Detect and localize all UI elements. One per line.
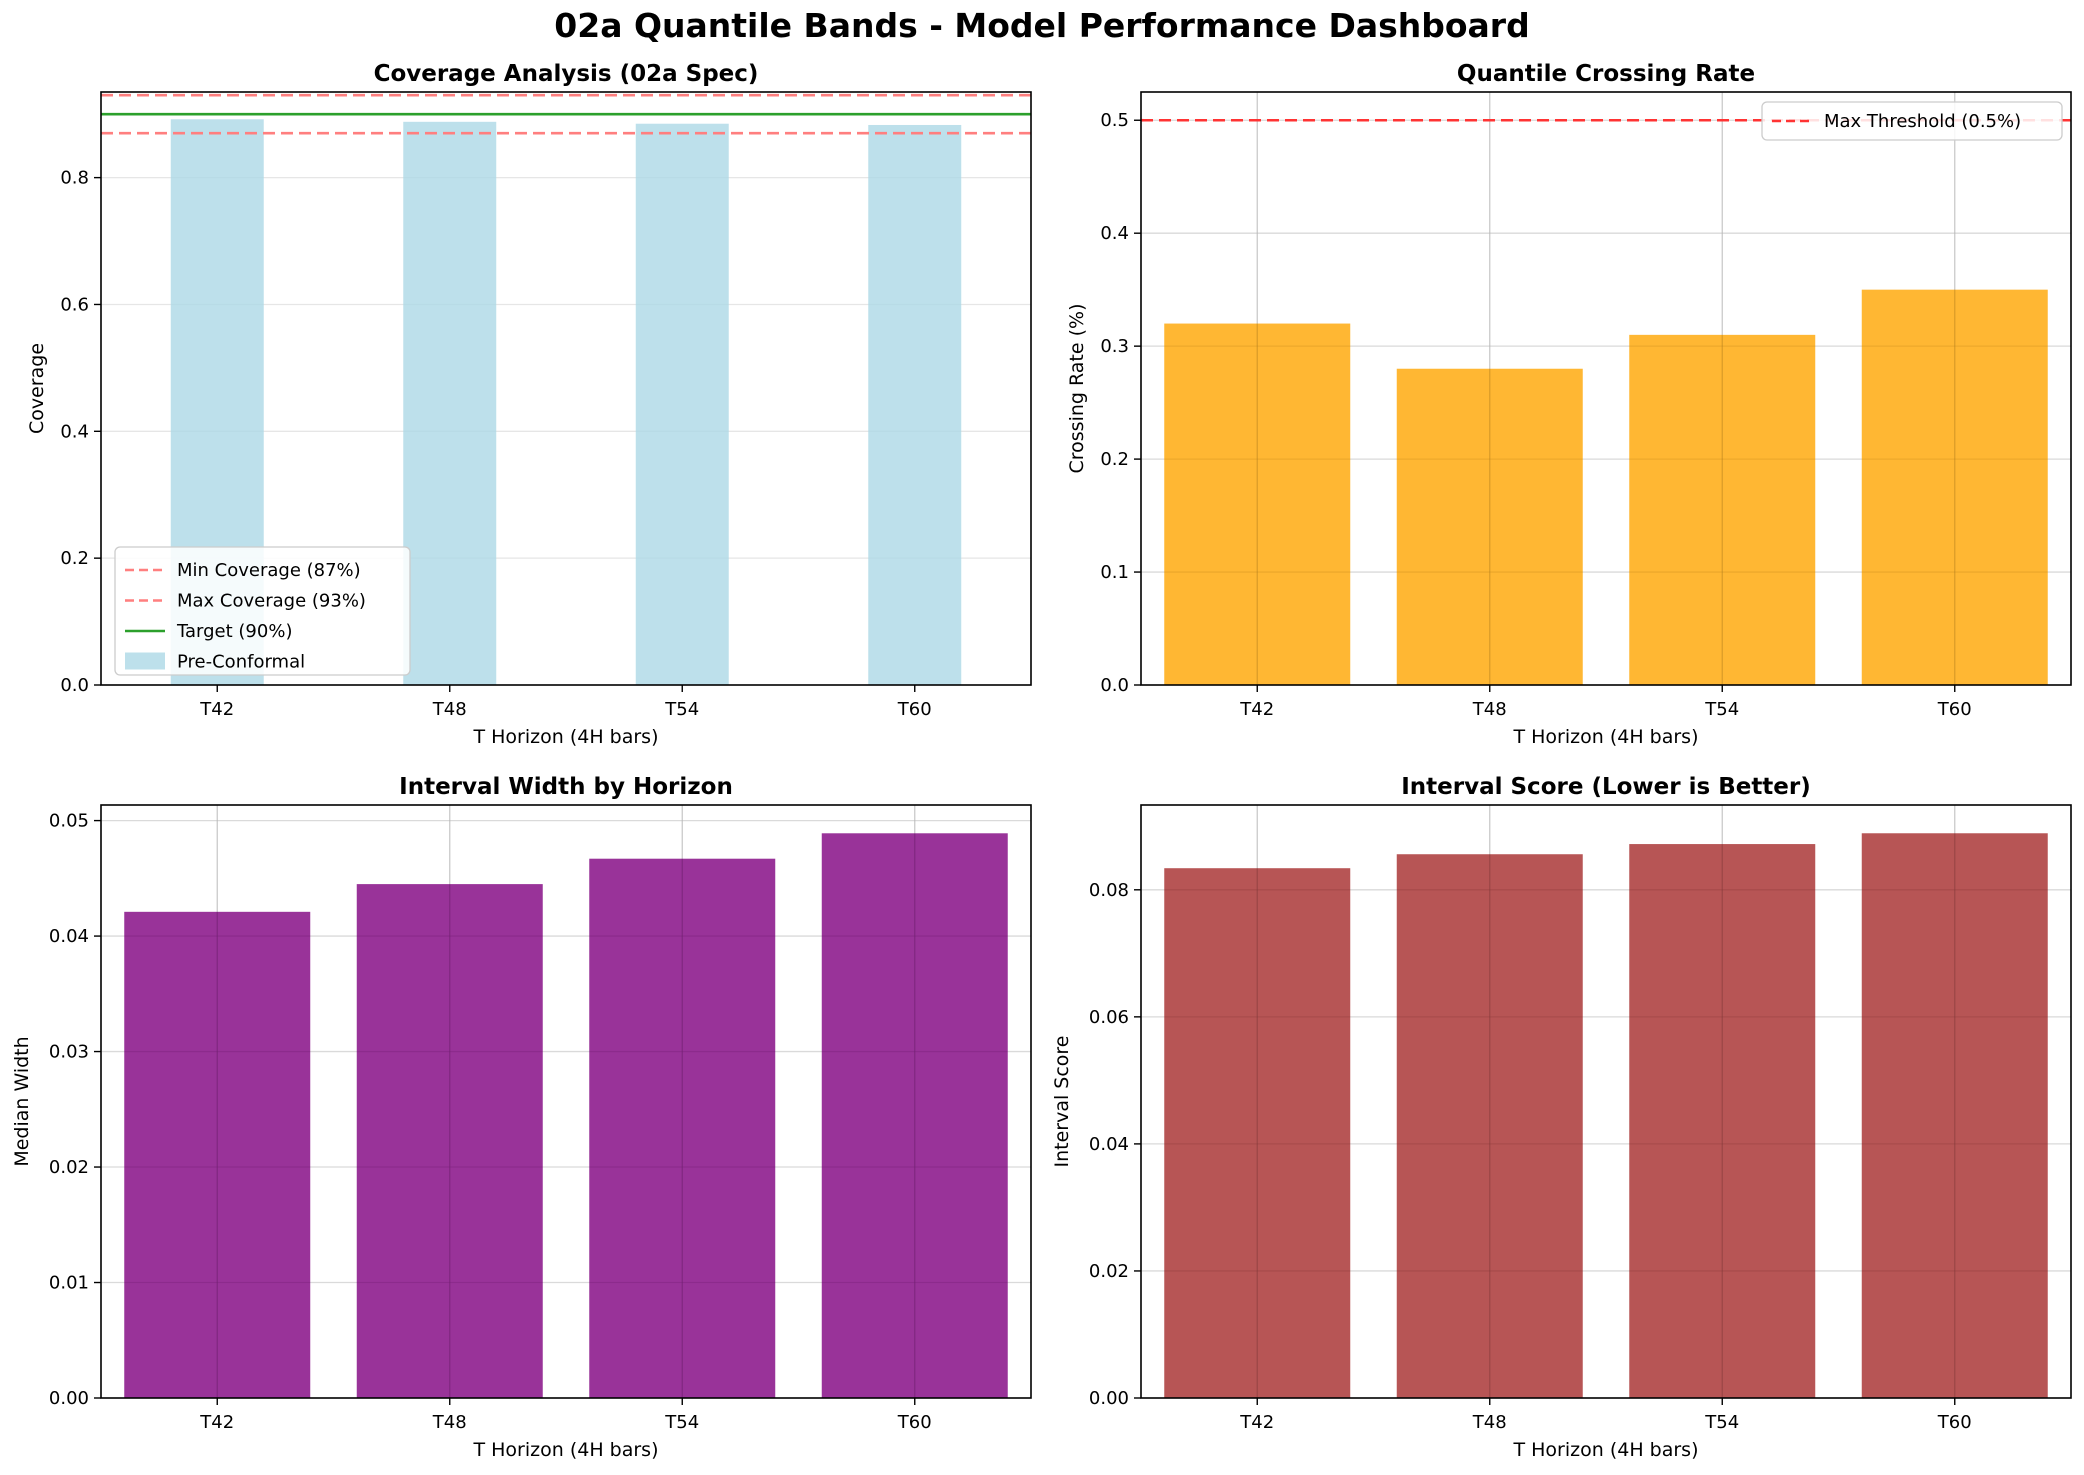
x-tick-label: T48 xyxy=(1472,699,1507,720)
subplot-title: Quantile Crossing Rate xyxy=(1457,61,1755,87)
y-tick-label: 0.01 xyxy=(49,1273,89,1294)
bar xyxy=(821,833,1008,1398)
y-tick-label: 0.08 xyxy=(1089,880,1129,901)
axes-frame xyxy=(1140,91,2072,686)
y-axis-label: Median Width xyxy=(11,1036,33,1166)
bar xyxy=(124,911,311,1398)
subplot-title: Interval Width by Horizon xyxy=(399,774,733,800)
x-tick-label: T42 xyxy=(1239,1412,1274,1433)
x-tick-label: T60 xyxy=(1937,1412,1972,1433)
legend-label: Max Threshold (0.5%) xyxy=(1824,111,2021,132)
bar xyxy=(1629,844,1816,1398)
y-tick-label: 0.4 xyxy=(1100,223,1129,244)
x-tick-label: T60 xyxy=(897,1412,932,1433)
y-tick-label: 0.6 xyxy=(60,294,89,315)
x-axis-label: T Horizon (4H bars) xyxy=(1513,1439,1699,1461)
score-plot: 0.00 0.02 0.04 0.06 0.08 T42 T48 T54 T60 Interval… xyxy=(1051,774,2072,1461)
y-tick-label: 0.02 xyxy=(1089,1261,1129,1282)
y-tick-label: 0.00 xyxy=(49,1388,89,1409)
x-axis-label: T Horizon (4H bars) xyxy=(473,726,659,748)
axes-frame xyxy=(100,91,1032,686)
bar xyxy=(1164,323,1351,685)
page-title: 02a Quantile Bands - Model Performance D… xyxy=(554,6,1530,45)
y-tick-label: 0.8 xyxy=(60,168,89,189)
x-tick-label: T60 xyxy=(1937,699,1972,720)
legend-label: Pre-Conformal xyxy=(177,652,305,673)
y-tick-label: 0.5 xyxy=(1100,110,1129,131)
x-tick-label: T60 xyxy=(897,699,932,720)
bar xyxy=(589,858,776,1398)
x-tick-label: T48 xyxy=(432,1412,467,1433)
legend: Min Coverage (87%) Max Coverage (93%) Targ… xyxy=(114,546,411,676)
y-tick-label: 0.0 xyxy=(1100,675,1129,696)
y-tick-label: 0.4 xyxy=(60,421,89,442)
x-tick-label: T42 xyxy=(199,1412,234,1433)
y-tick-label: 0.03 xyxy=(49,1042,89,1063)
crossing-plot: 0.0 0.1 0.2 0.3 0.4 0.5 T42 T48 T54 T60 Quantile C… xyxy=(1066,61,2072,748)
y-axis-label: Crossing Rate (%) xyxy=(1066,304,1088,474)
bar xyxy=(635,123,729,685)
y-axis-label: Coverage xyxy=(26,343,48,434)
coverage-plot: 0.0 0.2 0.4 0.6 0.8 T42 T48 T54 T60 Coverage Anal… xyxy=(26,61,1032,748)
y-tick-label: 0.3 xyxy=(1100,336,1129,357)
y-tick-label: 0.0 xyxy=(60,675,89,696)
legend-box xyxy=(114,546,411,676)
legend: Max Threshold (0.5%) xyxy=(1761,101,2063,141)
x-tick-label: T54 xyxy=(664,699,699,720)
legend-label: Min Coverage (87%) xyxy=(177,560,361,581)
y-tick-label: 0.02 xyxy=(49,1157,89,1178)
bar xyxy=(1396,854,1583,1398)
legend-box xyxy=(1761,101,2063,141)
bar xyxy=(1629,334,1816,685)
axes-frame xyxy=(100,804,1032,1399)
x-tick-label: T54 xyxy=(1704,1412,1739,1433)
legend-label: Target (90%) xyxy=(176,621,292,642)
legend-swatch xyxy=(125,652,165,670)
bar xyxy=(1861,289,2048,685)
x-tick-label: T42 xyxy=(199,699,234,720)
y-tick-label: 0.04 xyxy=(49,926,89,947)
y-tick-label: 0.2 xyxy=(1100,449,1129,470)
y-tick-label: 0.06 xyxy=(1089,1007,1129,1028)
axes-frame xyxy=(1140,804,2072,1399)
width-plot: 0.00 0.01 0.02 0.03 0.04 0.05 T42 T48 T54 T60 Inte… xyxy=(11,774,1032,1461)
y-tick-label: 0.1 xyxy=(1100,562,1129,583)
bar xyxy=(868,124,962,685)
bar xyxy=(1396,368,1583,685)
x-tick-label: T48 xyxy=(1472,1412,1507,1433)
bar xyxy=(403,121,497,686)
y-tick-label: 0.2 xyxy=(60,548,89,569)
y-tick-label: 0.04 xyxy=(1089,1134,1129,1155)
x-tick-label: T42 xyxy=(1239,699,1274,720)
subplot-title: Interval Score (Lower is Better) xyxy=(1401,774,1811,800)
x-axis-label: T Horizon (4H bars) xyxy=(473,1439,659,1461)
bar xyxy=(1164,868,1351,1398)
y-tick-label: 0.05 xyxy=(49,811,89,832)
y-tick-label: 0.00 xyxy=(1089,1388,1129,1409)
legend-label: Max Coverage (93%) xyxy=(177,591,366,612)
x-tick-label: T54 xyxy=(664,1412,699,1433)
x-tick-label: T54 xyxy=(1704,699,1739,720)
bar xyxy=(356,884,543,1398)
y-axis-label: Interval Score xyxy=(1051,1035,1073,1167)
subplot-title: Coverage Analysis (02a Spec) xyxy=(374,61,759,87)
x-tick-label: T48 xyxy=(432,699,467,720)
bar xyxy=(1861,833,2048,1398)
x-axis-label: T Horizon (4H bars) xyxy=(1513,726,1699,748)
